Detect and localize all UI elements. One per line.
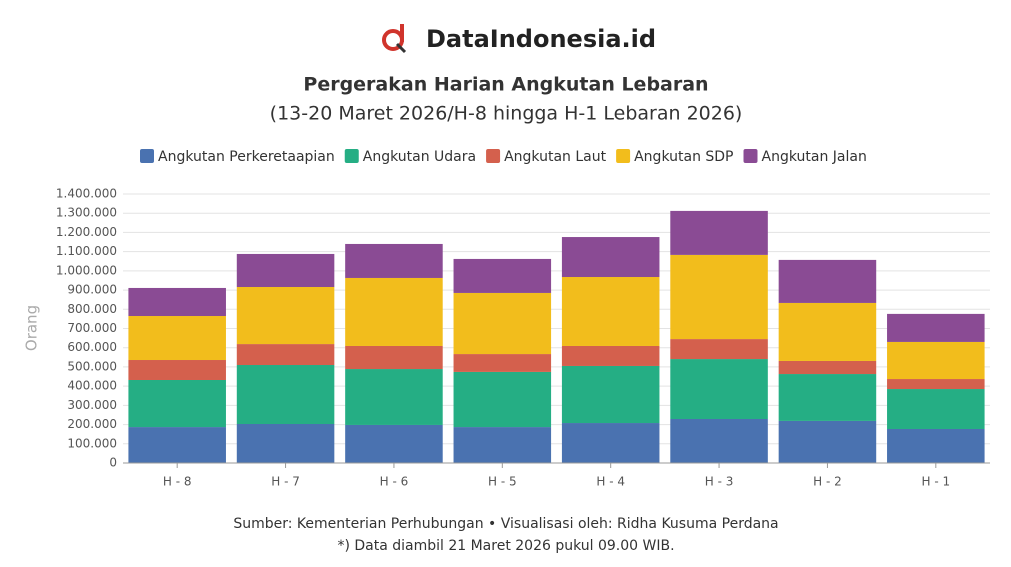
bar-segment bbox=[236, 286, 335, 345]
y-tick-label: 1.300.000 bbox=[56, 206, 117, 220]
y-tick-label: 0 bbox=[109, 456, 117, 470]
bar-segment bbox=[453, 427, 552, 463]
bar-segment bbox=[128, 287, 226, 317]
bar-segment bbox=[670, 339, 768, 360]
bar-segment bbox=[453, 371, 552, 428]
y-tick-label: 700.000 bbox=[67, 321, 117, 335]
bar-segment bbox=[778, 420, 877, 463]
bar-segment bbox=[128, 360, 226, 380]
source: Sumber: Kementerian Perhubungan • Visual… bbox=[233, 516, 778, 532]
legend-label: Angkutan Jalan bbox=[762, 149, 867, 165]
y-tick-label: 500.000 bbox=[67, 359, 117, 373]
bar-segment bbox=[561, 237, 660, 278]
legend-label: Angkutan Laut bbox=[504, 149, 607, 165]
y-tick-label: 200.000 bbox=[67, 417, 117, 431]
y-axis-label: Orang bbox=[23, 305, 41, 351]
legend-swatch bbox=[344, 149, 359, 163]
bar-segment bbox=[561, 365, 660, 424]
x-tick-label: H - 1 bbox=[922, 475, 951, 489]
chart-title: Pergerakan Harian Angkutan Lebaran bbox=[303, 74, 708, 96]
bar-segment bbox=[670, 254, 768, 340]
x-tick-label: H - 6 bbox=[380, 475, 409, 489]
legend-swatch bbox=[140, 149, 154, 163]
x-tick-label: H - 3 bbox=[705, 475, 734, 489]
x-tick-label: H - 8 bbox=[163, 475, 192, 489]
x-tick-label: H - 5 bbox=[488, 475, 517, 489]
bar-segment bbox=[345, 243, 443, 278]
x-tick-label: H - 7 bbox=[271, 475, 300, 489]
legend-swatch bbox=[616, 149, 631, 163]
bar-segment bbox=[778, 259, 877, 303]
bar-segment bbox=[453, 258, 552, 293]
x-tick-label: H - 2 bbox=[813, 475, 842, 489]
bar-segment bbox=[561, 277, 660, 346]
bar-segment bbox=[345, 345, 443, 370]
bar-segment bbox=[887, 428, 985, 463]
y-tick-label: 1.400.000 bbox=[56, 187, 117, 201]
y-tick-label: 800.000 bbox=[67, 302, 117, 316]
bar-segment bbox=[453, 354, 552, 372]
y-tick-label: 1.200.000 bbox=[56, 225, 117, 239]
bar-segment bbox=[670, 210, 768, 255]
bar-segment bbox=[778, 374, 877, 421]
y-tick-label: 1.000.000 bbox=[56, 263, 117, 277]
y-tick-label: 400.000 bbox=[67, 379, 117, 393]
bar-segment bbox=[561, 423, 660, 463]
bar-segment bbox=[561, 345, 660, 366]
bar-segment bbox=[453, 292, 552, 355]
legend-label: Angkutan SDP bbox=[634, 149, 733, 165]
bar-segment bbox=[887, 389, 985, 429]
bar-segment bbox=[670, 359, 768, 419]
bar-segment bbox=[887, 341, 985, 380]
bar-segment bbox=[128, 316, 226, 361]
bar-segment bbox=[670, 418, 768, 463]
note: *) Data diambil 21 Maret 2026 pukul 09.0… bbox=[337, 538, 674, 554]
legend-swatch bbox=[486, 149, 501, 163]
bar-segment bbox=[128, 379, 226, 428]
y-tick-label: 100.000 bbox=[67, 436, 117, 450]
y-tick-label: 900.000 bbox=[67, 283, 117, 297]
legend-swatch bbox=[743, 149, 758, 163]
y-tick-label: 1.100.000 bbox=[56, 244, 117, 258]
y-tick-label: 600.000 bbox=[67, 340, 117, 354]
bar-segment bbox=[236, 365, 335, 424]
y-tick-label: 300.000 bbox=[67, 398, 117, 412]
bar-segment bbox=[345, 277, 443, 346]
bar-segment bbox=[236, 344, 335, 366]
bar-segment bbox=[128, 427, 226, 463]
bar-segment bbox=[778, 302, 877, 361]
bar-segment bbox=[887, 379, 985, 390]
legend-label: Angkutan Udara bbox=[363, 149, 476, 165]
bar-segment bbox=[778, 360, 877, 375]
bar-segment bbox=[345, 424, 443, 463]
brand: DataIndonesia.id bbox=[426, 25, 656, 53]
chart-subtitle: (13-20 Maret 2026/H-8 hingga H-1 Lebaran… bbox=[270, 103, 743, 125]
bar-segment bbox=[887, 313, 985, 342]
bar-segment bbox=[236, 253, 335, 287]
bar-segment bbox=[236, 423, 335, 463]
logo-icon bbox=[382, 24, 407, 54]
legend-label: Angkutan Perkeretaapian bbox=[158, 149, 335, 165]
bar-segment bbox=[345, 369, 443, 425]
x-tick-label: H - 4 bbox=[596, 475, 625, 489]
